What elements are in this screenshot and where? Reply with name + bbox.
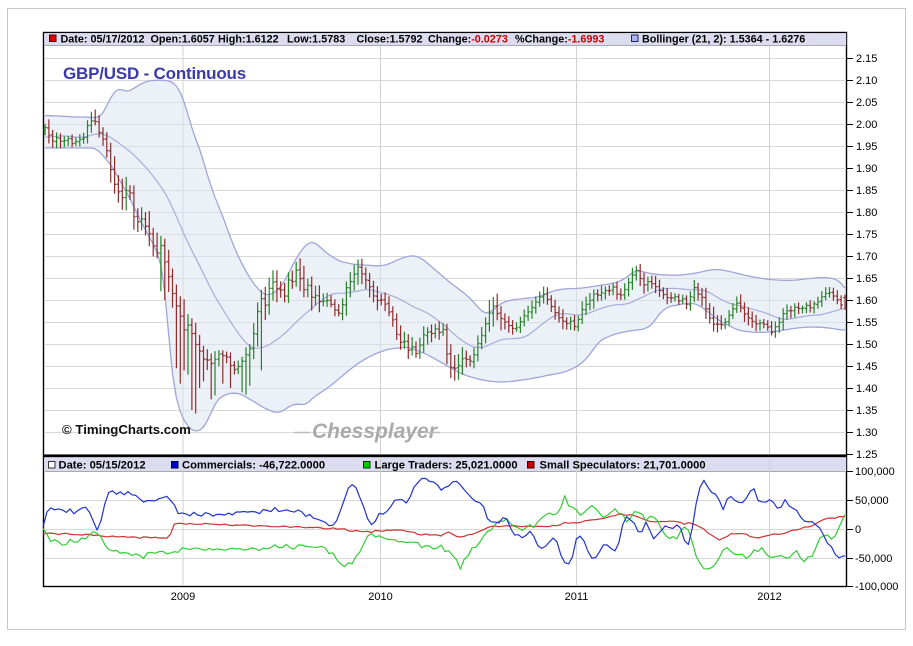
svg-text:50,000: 50,000 [855,495,889,507]
svg-text:1.95: 1.95 [856,141,877,153]
svg-text:100,000: 100,000 [855,466,895,478]
svg-text:2012: 2012 [757,591,781,603]
svg-text:1.30: 1.30 [856,427,877,439]
svg-text:1.85: 1.85 [856,185,877,197]
svg-text:1.40: 1.40 [856,383,877,395]
svg-text:Date: 05/15/2012: Date: 05/15/2012 [59,460,146,472]
svg-text:2.00: 2.00 [856,119,877,131]
svg-text:-50,000: -50,000 [855,553,892,565]
svg-text:Commercials: -46,722.0000: Commercials: -46,722.0000 [182,460,325,472]
svg-text:1.45: 1.45 [856,361,877,373]
svg-text:1.25: 1.25 [856,449,877,461]
svg-text:2010: 2010 [368,591,392,603]
svg-text:Low:1.5783: Low:1.5783 [287,34,345,46]
svg-text:1.35: 1.35 [856,405,877,417]
svg-text:2009: 2009 [171,591,195,603]
svg-text:%Change:-1.6993: %Change:-1.6993 [515,34,604,46]
svg-text:1.65: 1.65 [856,273,877,285]
svg-text:2.15: 2.15 [856,53,877,65]
svg-text:1.60: 1.60 [856,295,877,307]
svg-text:Small Speculators: 21,701.0000: Small Speculators: 21,701.0000 [540,460,706,472]
svg-text:2011: 2011 [565,591,589,603]
svg-text:High:1.6122: High:1.6122 [218,34,279,46]
svg-text:Open:1.6057: Open:1.6057 [151,34,215,46]
svg-text:0: 0 [855,524,861,536]
svg-text:-100,000: -100,000 [855,581,898,593]
svg-text:Close:1.5792: Close:1.5792 [357,34,423,46]
svg-text:© TimingCharts.com: © TimingCharts.com [62,422,191,437]
svg-text:Large Traders: 25,021.0000: Large Traders: 25,021.0000 [375,460,518,472]
svg-text:Change:-0.0273: Change:-0.0273 [428,34,508,46]
svg-text:1.80: 1.80 [856,207,877,219]
svg-text:GBP/USD - Continuous: GBP/USD - Continuous [63,64,246,83]
svg-text:Bollinger (21, 2): 1.5364 - 1.: Bollinger (21, 2): 1.5364 - 1.6276 [642,34,805,46]
svg-text:1.50: 1.50 [856,339,877,351]
svg-text:1.75: 1.75 [856,229,877,241]
svg-text:Date: 05/17/2012: Date: 05/17/2012 [61,34,145,46]
svg-text:Chessplayer: Chessplayer [312,420,439,443]
svg-text:2.05: 2.05 [856,97,877,109]
svg-text:1.90: 1.90 [856,163,877,175]
svg-text:1.55: 1.55 [856,317,877,329]
svg-text:2.10: 2.10 [856,75,877,87]
svg-text:1.70: 1.70 [856,251,877,263]
